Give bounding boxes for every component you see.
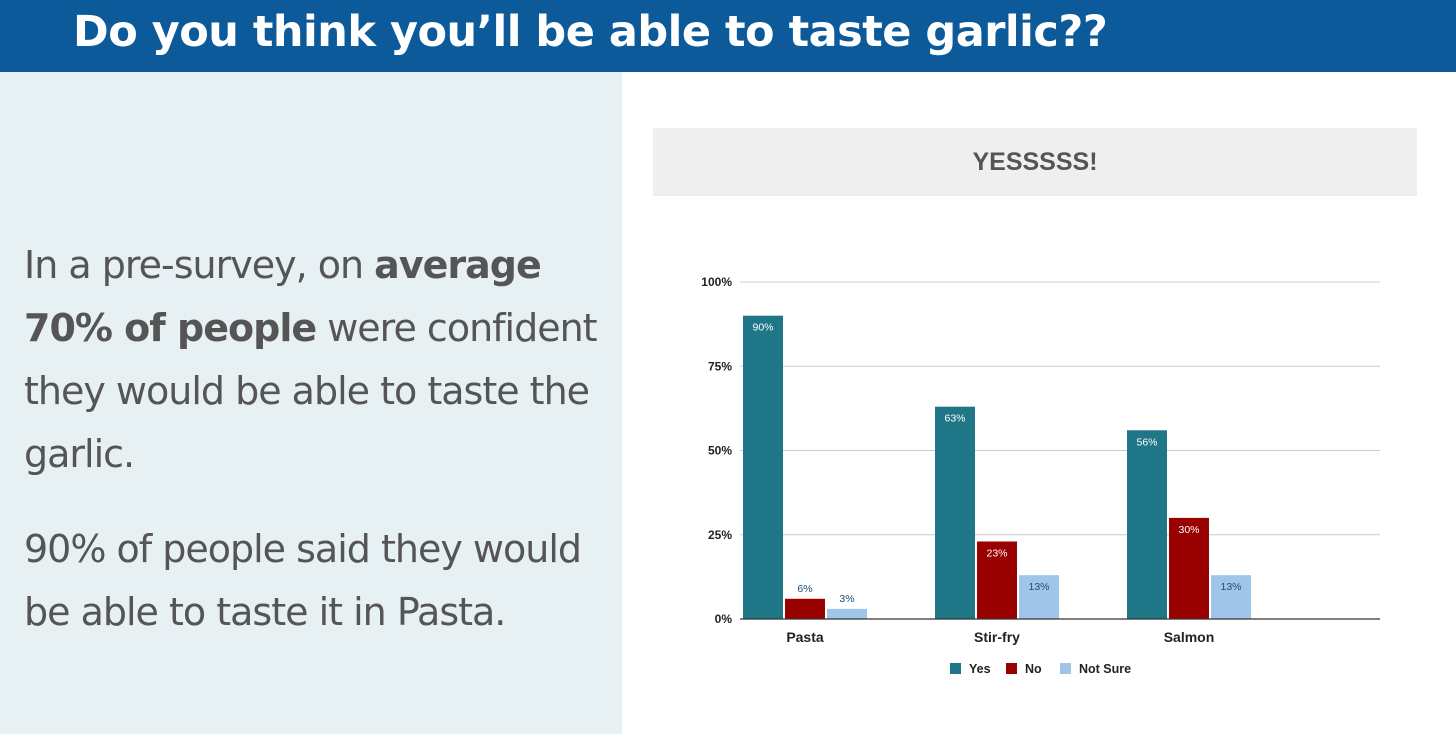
p1-bold-text: average 70% of people xyxy=(24,243,542,350)
data-label: 3% xyxy=(839,593,854,605)
legend-label: No xyxy=(1025,662,1042,676)
pre-survey-paragraph: In a pre-survey, on average 70% of peopl… xyxy=(24,234,604,486)
legend-label: Not Sure xyxy=(1079,662,1131,676)
bar xyxy=(977,541,1017,619)
data-label: 30% xyxy=(1178,524,1199,536)
p1-text-c: were confident they would be able to tas… xyxy=(24,306,598,476)
data-label: 6% xyxy=(797,583,812,595)
data-label: 13% xyxy=(1028,581,1049,593)
chart-title: YESSSSS! xyxy=(972,148,1098,176)
y-tick-label: 0% xyxy=(715,612,733,626)
bar xyxy=(1019,575,1059,619)
legend-swatch xyxy=(1060,663,1071,674)
x-tick-label: Salmon xyxy=(1164,629,1215,645)
data-label: 13% xyxy=(1220,581,1241,593)
slide-header: Do you think you’ll be able to taste gar… xyxy=(0,0,1456,72)
bar-chart: 0% 25% 50% 75% 100% 90% 6% 3% Pasta 63% 23% 13% Stir… xyxy=(701,275,1380,676)
bar xyxy=(827,608,867,619)
y-tick-label: 50% xyxy=(708,444,732,458)
bar xyxy=(935,406,975,619)
data-label: 56% xyxy=(1136,436,1157,448)
data-label: 90% xyxy=(752,322,773,334)
data-label: 63% xyxy=(944,413,965,425)
p1-text-a: In a pre-survey, on xyxy=(24,243,375,287)
bar xyxy=(743,315,783,619)
legend-label: Yes xyxy=(969,662,991,676)
slide-title: Do you think you’ll be able to taste gar… xyxy=(73,7,1108,57)
bar xyxy=(1127,430,1167,619)
y-tick-label: 75% xyxy=(708,359,732,373)
y-tick-label: 25% xyxy=(708,528,732,542)
y-tick-label: 100% xyxy=(701,275,732,289)
legend-swatch xyxy=(950,663,961,674)
pasta-paragraph: 90% of people said they would be able to… xyxy=(24,527,582,634)
x-tick-label: Pasta xyxy=(786,629,824,645)
legend-swatch xyxy=(1006,663,1017,674)
left-text-panel: In a pre-survey, on average 70% of peopl… xyxy=(0,72,622,734)
chart-title-box: YESSSSS! xyxy=(653,128,1417,196)
bar xyxy=(785,598,825,619)
x-tick-label: Stir-fry xyxy=(974,629,1020,645)
data-label: 23% xyxy=(986,547,1007,559)
bar xyxy=(1211,575,1251,619)
bar xyxy=(1169,517,1209,619)
